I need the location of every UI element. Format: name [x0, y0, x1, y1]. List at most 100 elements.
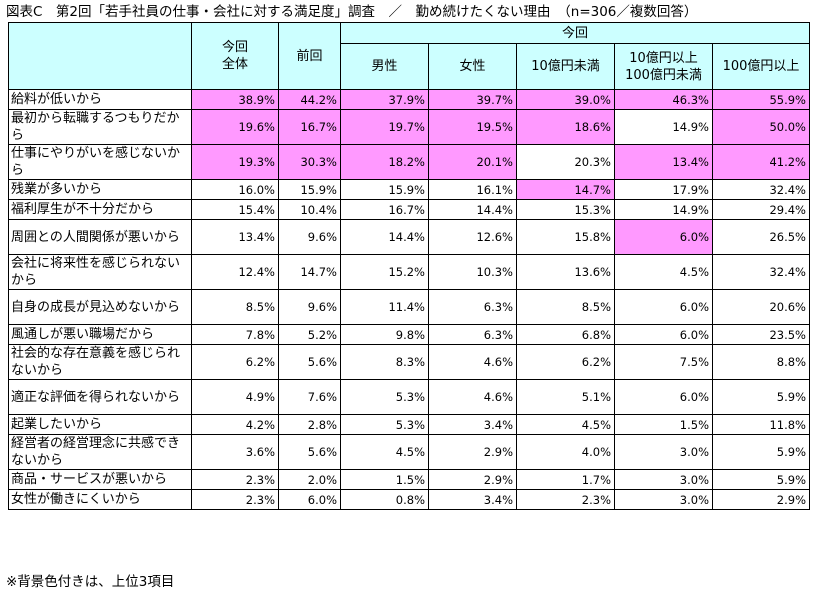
- row-label: 経営者の経営理念に共感できないから: [8, 434, 192, 470]
- value-cell: 12.6%: [428, 219, 517, 255]
- table-row: 周囲との人間関係が悪いから 13.4% 9.6% 14.4% 12.6% 15.8% 6.0…: [8, 219, 810, 255]
- value-cell: 20.6%: [712, 289, 810, 325]
- value-cell: 9.6%: [278, 219, 341, 255]
- table-row: 会社に将来性を感じられないから 12.4% 14.7% 15.2% 10.3% 13.6%…: [8, 254, 810, 290]
- value-cell: 50.0%: [712, 109, 810, 145]
- value-cell: 2.8%: [278, 414, 341, 435]
- row-label: 残業が多いから: [8, 179, 192, 200]
- value-cell: 13.6%: [516, 254, 615, 290]
- value-cell: 2.9%: [712, 489, 810, 510]
- value-cell: 6.8%: [516, 324, 615, 345]
- row-label: 社会的な存在意義を感じられないから: [8, 344, 192, 380]
- value-cell: 5.6%: [278, 434, 341, 470]
- value-cell: 0.8%: [340, 489, 429, 510]
- value-cell: 39.0%: [516, 89, 615, 110]
- value-cell: 17.9%: [614, 179, 713, 200]
- value-cell: 2.3%: [191, 469, 279, 490]
- table-row: 自身の成長が見込めないから 8.5% 9.6% 11.4% 6.3% 8.5% 6.0% 20…: [8, 289, 810, 325]
- value-cell: 2.9%: [428, 469, 517, 490]
- value-cell: 16.7%: [278, 109, 341, 145]
- value-cell: 29.4%: [712, 199, 810, 220]
- column-header: 10億円以上 100億円未満: [614, 43, 713, 90]
- chart-title: 図表C 第2回「若手社員の仕事・会社に対する満足度」調査 ／ 勤め続けたくない理…: [6, 4, 698, 20]
- value-cell: 14.4%: [428, 199, 517, 220]
- row-label: 商品・サービスが悪いから: [8, 469, 192, 490]
- value-cell: 20.1%: [428, 144, 517, 180]
- value-cell: 3.0%: [614, 434, 713, 470]
- value-cell: 3.4%: [428, 414, 517, 435]
- column-header: 10億円未満: [516, 43, 615, 90]
- table-row: 給料が低いから 38.9% 44.2% 37.9% 39.7% 39.0% 46.3% 55.…: [8, 89, 810, 110]
- value-cell: 6.2%: [516, 344, 615, 380]
- value-cell: 6.2%: [191, 344, 279, 380]
- value-cell: 5.3%: [340, 414, 429, 435]
- table-row: 最初から転職するつもりだから 19.6% 16.7% 19.7% 19.5% 18.6% 1…: [8, 109, 810, 145]
- value-cell: 13.4%: [191, 219, 279, 255]
- value-cell: 6.0%: [614, 324, 713, 345]
- value-cell: 14.4%: [340, 219, 429, 255]
- value-cell: 9.6%: [278, 289, 341, 325]
- column-header: 今回 全体: [191, 22, 279, 90]
- value-cell: 4.2%: [191, 414, 279, 435]
- row-label: 最初から転職するつもりだから: [8, 109, 192, 145]
- value-cell: 30.3%: [278, 144, 341, 180]
- value-cell: 26.5%: [712, 219, 810, 255]
- value-cell: 15.8%: [516, 219, 615, 255]
- value-cell: 8.5%: [191, 289, 279, 325]
- group-header: 今回: [340, 22, 810, 44]
- value-cell: 8.8%: [712, 344, 810, 380]
- value-cell: 6.0%: [278, 489, 341, 510]
- value-cell: 55.9%: [712, 89, 810, 110]
- header-row-group: 今回 全体 前回 今回: [8, 22, 810, 90]
- row-label: 自身の成長が見込めないから: [8, 289, 192, 325]
- value-cell: 14.7%: [516, 179, 615, 200]
- value-cell: 14.9%: [614, 199, 713, 220]
- value-cell: 7.6%: [278, 379, 341, 415]
- table-row: 福利厚生が不十分だから 15.4% 10.4% 16.7% 14.4% 15.3% 14.9…: [8, 199, 810, 220]
- value-cell: 19.5%: [428, 109, 517, 145]
- value-cell: 6.0%: [614, 289, 713, 325]
- value-cell: 5.3%: [340, 379, 429, 415]
- table-row: 適正な評価を得られないから 4.9% 7.6% 5.3% 4.6% 5.1% 6.0% 5.9…: [8, 379, 810, 415]
- column-header: 女性: [428, 43, 517, 90]
- value-cell: 18.6%: [516, 109, 615, 145]
- row-label: 女性が働きにくいから: [8, 489, 192, 510]
- table-row: 経営者の経営理念に共感できないから 3.6% 5.6% 4.5% 2.9% 4.0% 3.0…: [8, 434, 810, 470]
- row-label: 適正な評価を得られないから: [8, 379, 192, 415]
- value-cell: 2.3%: [191, 489, 279, 510]
- column-header: 100億円以上: [712, 43, 810, 90]
- value-cell: 6.3%: [428, 289, 517, 325]
- header-corner: [8, 22, 192, 90]
- value-cell: 20.3%: [516, 144, 615, 180]
- value-cell: 16.7%: [340, 199, 429, 220]
- table-row: 風通しが悪い職場だから 7.8% 5.2% 9.8% 6.3% 6.8% 6.0% 23.5%: [8, 324, 810, 345]
- value-cell: 41.2%: [712, 144, 810, 180]
- value-cell: 44.2%: [278, 89, 341, 110]
- value-cell: 4.6%: [428, 344, 517, 380]
- value-cell: 7.5%: [614, 344, 713, 380]
- row-label: 風通しが悪い職場だから: [8, 324, 192, 345]
- value-cell: 14.9%: [614, 109, 713, 145]
- value-cell: 15.2%: [340, 254, 429, 290]
- value-cell: 13.4%: [614, 144, 713, 180]
- value-cell: 4.0%: [516, 434, 615, 470]
- value-cell: 4.5%: [614, 254, 713, 290]
- value-cell: 19.6%: [191, 109, 279, 145]
- value-cell: 1.7%: [516, 469, 615, 490]
- value-cell: 16.0%: [191, 179, 279, 200]
- table-row: 残業が多いから 16.0% 15.9% 15.9% 16.1% 14.7% 17.9% 32.…: [8, 179, 810, 200]
- row-label: 給料が低いから: [8, 89, 192, 110]
- row-label: 福利厚生が不十分だから: [8, 199, 192, 220]
- value-cell: 32.4%: [712, 254, 810, 290]
- value-cell: 19.7%: [340, 109, 429, 145]
- footnote: ※背景色付きは、上位3項目: [6, 574, 175, 590]
- value-cell: 11.4%: [340, 289, 429, 325]
- table-row: 社会的な存在意義を感じられないから 6.2% 5.6% 8.3% 4.6% 6.2% 7.5…: [8, 344, 810, 380]
- row-label: 周囲との人間関係が悪いから: [8, 219, 192, 255]
- value-cell: 3.6%: [191, 434, 279, 470]
- value-cell: 8.3%: [340, 344, 429, 380]
- value-cell: 4.6%: [428, 379, 517, 415]
- value-cell: 5.6%: [278, 344, 341, 380]
- value-cell: 5.1%: [516, 379, 615, 415]
- value-cell: 15.4%: [191, 199, 279, 220]
